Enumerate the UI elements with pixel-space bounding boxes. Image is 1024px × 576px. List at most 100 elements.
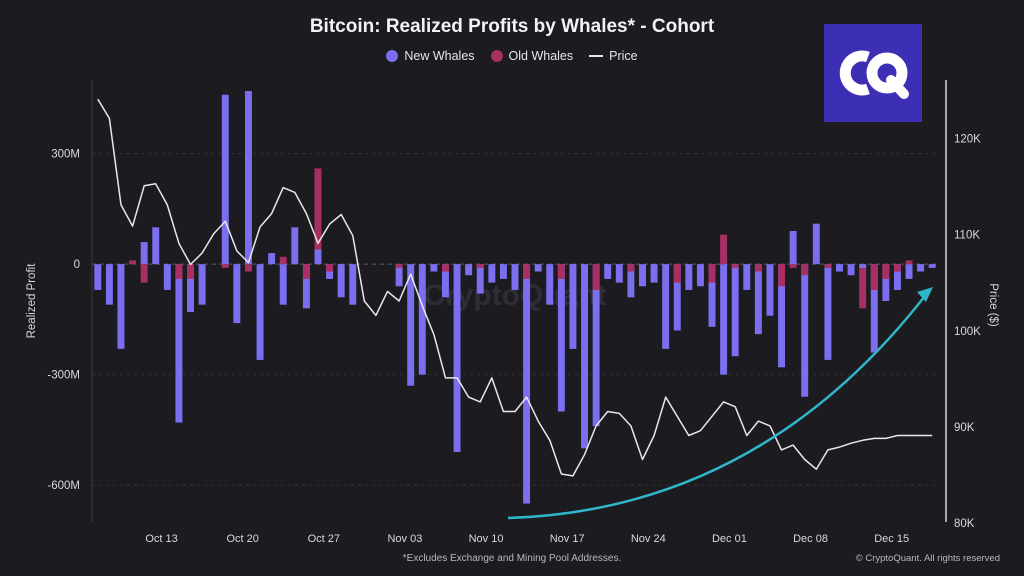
x-tick-label: Oct 13 [145, 533, 177, 545]
new-whales-bar [870, 264, 878, 353]
y-tick-label: 300M [51, 149, 80, 161]
new-whales-bar [291, 227, 299, 265]
old-whales-bar [882, 264, 890, 279]
old-whales-bar [326, 264, 334, 272]
new-whales-bar [105, 264, 113, 305]
new-whales-bar [476, 264, 484, 294]
new-whales-bar [696, 264, 704, 287]
new-whales-bar [546, 264, 554, 305]
new-whales-bar [441, 264, 449, 298]
y2-tick-label: 110K [954, 230, 980, 242]
bars [94, 91, 936, 504]
new-whales-bar [152, 227, 160, 265]
new-whales-bar [198, 264, 206, 305]
old-whales-bar [175, 264, 183, 279]
new-whales-bar [685, 264, 693, 290]
copyright: © CryptoQuant. All rights reserved [855, 553, 1000, 564]
trend-arrow [507, 291, 929, 520]
old-whales-bar [441, 264, 449, 272]
old-whales-bar [789, 264, 797, 268]
new-whales-bar [511, 264, 519, 290]
new-whales-bar [905, 264, 913, 279]
y-tick-label: -600M [47, 480, 80, 492]
cryptoquant-logo-icon [824, 24, 922, 122]
legend-label-old-whales: Old Whales [508, 49, 574, 63]
new-whales-bar [893, 264, 901, 290]
y2-tick-label: 100K [954, 326, 981, 338]
new-whales-bar [221, 94, 229, 265]
new-whales-bar [859, 264, 867, 268]
old-whales-bar [476, 264, 484, 268]
new-whales-bar [418, 264, 426, 375]
new-whales-bar [743, 264, 751, 290]
old-whales-bar [824, 264, 832, 268]
old-whales-bar [859, 264, 867, 309]
new-whales-bar [557, 264, 565, 412]
old-whales-bar [673, 264, 681, 283]
y2-tick-label: 80K [954, 518, 975, 530]
y-tick-label: 0 [74, 259, 80, 271]
new-whales-bar [523, 264, 531, 504]
legend-item-new-whales[interactable]: New Whales [386, 49, 475, 63]
new-whales-bar [187, 264, 194, 313]
new-whales-bar [349, 264, 357, 305]
old-whales-bar [221, 264, 229, 268]
trend-arrowhead [917, 287, 933, 302]
new-whales-bar [824, 264, 832, 360]
price-line [97, 98, 933, 477]
old-whales-bar [754, 264, 762, 272]
old-whales-bar [187, 264, 194, 279]
new-whales-bar [731, 264, 739, 357]
new-whales-bar [708, 264, 716, 327]
legend-item-old-whales[interactable]: Old Whales [490, 49, 574, 63]
new-whales-bar [673, 264, 681, 331]
old-whales-bar [302, 264, 310, 279]
new-whales-bar [882, 264, 890, 301]
old-whales-bar [778, 264, 786, 287]
old-whales-bar [129, 260, 137, 265]
old-whales-bar [893, 264, 901, 272]
new-whales-bar [244, 91, 252, 265]
new-whales-bar [928, 264, 936, 268]
new-whales-bar [163, 264, 171, 290]
legend-item-price[interactable]: Price [589, 49, 638, 63]
old-whales-bar [314, 168, 322, 265]
y-axis-title: Realized Profit [26, 263, 38, 339]
old-whales-bar [708, 264, 716, 283]
new-whales-bar [801, 264, 809, 397]
new-whales-bar [465, 264, 473, 276]
gridlines [92, 153, 938, 486]
old-whales-bar [244, 264, 252, 272]
old-whales-bar [720, 234, 728, 265]
x-tick-label: Dec 15 [874, 533, 909, 545]
new-whales-bar [453, 264, 461, 453]
new-whales-bar [302, 264, 310, 309]
old-whales-bar [627, 264, 635, 272]
new-whales-bar [117, 264, 125, 349]
old-whales-swatch [490, 50, 503, 62]
old-whales-bar [523, 264, 531, 279]
new-whales-bar [499, 264, 507, 279]
chart-title: Bitcoin: Realized Profits by Whales* - C… [309, 16, 715, 37]
new-whales-bar [812, 223, 820, 265]
new-whales-bar [766, 264, 774, 316]
new-whales-bar [836, 264, 843, 272]
new-whales-bar [395, 264, 403, 287]
new-whales-bar [140, 242, 148, 265]
y2-axis-title: Price ($) [987, 283, 999, 327]
new-whales-bar [650, 264, 658, 283]
new-whales-bar [754, 264, 762, 335]
x-tick-label: Nov 10 [469, 533, 504, 545]
x-tick-label: Nov 24 [631, 533, 666, 545]
x-tick-label: Nov 17 [550, 533, 585, 545]
x-tick-label: Dec 08 [793, 533, 828, 545]
new-whales-bar [581, 264, 589, 449]
annotations [507, 287, 933, 520]
legend-label-price: Price [609, 49, 638, 63]
old-whales-bar [557, 264, 565, 279]
new-whales-bar [534, 264, 542, 272]
new-whales-bar [233, 264, 241, 324]
y2-tick-label: 120K [954, 134, 981, 146]
new-whales-bar [488, 264, 496, 283]
